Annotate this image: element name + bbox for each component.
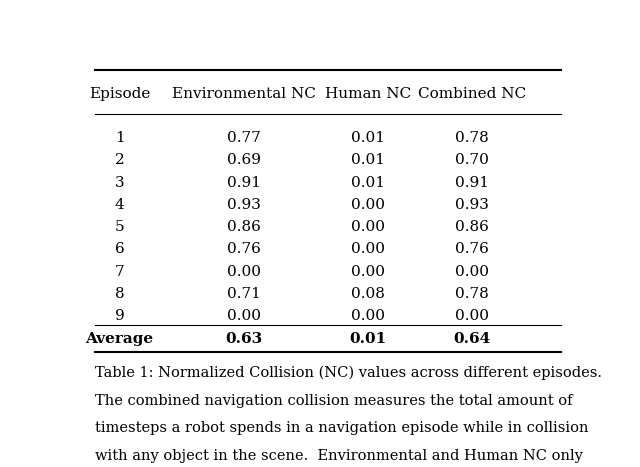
Text: 0.70: 0.70	[455, 153, 489, 167]
Text: 0.93: 0.93	[227, 198, 260, 212]
Text: 5: 5	[115, 220, 125, 234]
Text: 1: 1	[115, 131, 125, 145]
Text: The combined navigation collision measures the total amount of: The combined navigation collision measur…	[95, 394, 572, 408]
Text: 0.01: 0.01	[349, 332, 387, 346]
Text: 0.63: 0.63	[225, 332, 262, 346]
Text: with any object in the scene.  Environmental and Human NC only: with any object in the scene. Environmen…	[95, 449, 583, 463]
Text: 0.86: 0.86	[227, 220, 260, 234]
Text: 0.00: 0.00	[455, 309, 489, 323]
Text: 0.01: 0.01	[351, 176, 385, 190]
Text: 0.77: 0.77	[227, 131, 260, 145]
Text: 0.08: 0.08	[351, 287, 385, 301]
Text: 0.76: 0.76	[227, 242, 260, 256]
Text: 0.91: 0.91	[227, 176, 260, 190]
Text: 0.00: 0.00	[227, 265, 260, 279]
Text: 0.00: 0.00	[351, 265, 385, 279]
Text: Human NC: Human NC	[324, 87, 411, 101]
Text: 0.00: 0.00	[351, 220, 385, 234]
Text: 0.78: 0.78	[455, 287, 489, 301]
Text: 0.86: 0.86	[455, 220, 489, 234]
Text: 0.91: 0.91	[455, 176, 489, 190]
Text: 0.78: 0.78	[455, 131, 489, 145]
Text: 6: 6	[115, 242, 125, 256]
Text: Table 1: Normalized Collision (NC) values across different episodes.: Table 1: Normalized Collision (NC) value…	[95, 366, 602, 381]
Text: 0.00: 0.00	[351, 309, 385, 323]
Text: Average: Average	[86, 332, 154, 346]
Text: 2: 2	[115, 153, 125, 167]
Text: Environmental NC: Environmental NC	[172, 87, 316, 101]
Text: timesteps a robot spends in a navigation episode while in collision: timesteps a robot spends in a navigation…	[95, 421, 588, 435]
Text: 9: 9	[115, 309, 125, 323]
Text: 0.69: 0.69	[227, 153, 260, 167]
Text: 0.93: 0.93	[455, 198, 489, 212]
Text: 7: 7	[115, 265, 125, 279]
Text: Episode: Episode	[89, 87, 150, 101]
Text: 4: 4	[115, 198, 125, 212]
Text: 0.00: 0.00	[351, 242, 385, 256]
Text: Combined NC: Combined NC	[418, 87, 526, 101]
Text: 0.00: 0.00	[227, 309, 260, 323]
Text: 8: 8	[115, 287, 125, 301]
Text: 0.01: 0.01	[351, 131, 385, 145]
Text: 3: 3	[115, 176, 125, 190]
Text: 0.00: 0.00	[351, 198, 385, 212]
Text: 0.00: 0.00	[455, 265, 489, 279]
Text: 0.71: 0.71	[227, 287, 260, 301]
Text: 0.64: 0.64	[453, 332, 490, 346]
Text: 0.01: 0.01	[351, 153, 385, 167]
Text: 0.76: 0.76	[455, 242, 489, 256]
